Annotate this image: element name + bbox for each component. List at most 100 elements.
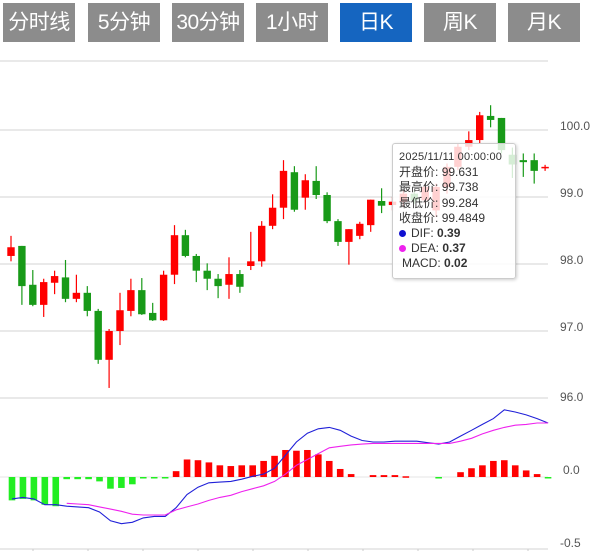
candle-body — [50, 276, 59, 283]
macd-bar — [107, 477, 114, 489]
candle — [40, 278, 48, 317]
tab-5min[interactable]: 5分钟 — [88, 3, 160, 42]
candle-body — [258, 225, 266, 262]
candle — [279, 160, 288, 220]
candle-body — [290, 172, 299, 210]
tab-monthly-k[interactable]: 月K — [508, 3, 580, 42]
macd-bar — [129, 477, 136, 485]
candle — [356, 221, 364, 240]
macd-bar — [41, 477, 49, 505]
price-axis-labels: 100.0 99.0 98.0 97.0 96.0 0.0 -0.5 — [560, 119, 590, 550]
candle — [377, 188, 386, 214]
macd-bar — [336, 468, 344, 477]
macd-bar — [63, 477, 70, 480]
macd-bar — [347, 474, 355, 477]
candle — [94, 308, 102, 364]
candle-body — [61, 277, 70, 299]
tab-daily-k[interactable]: 日K — [340, 3, 412, 42]
tooltip-dif: DIF: 0.39 — [399, 226, 515, 241]
macd-bar — [183, 459, 191, 477]
candle-body — [377, 201, 386, 206]
candle — [312, 166, 320, 200]
candle — [214, 274, 222, 299]
macd-tick: -0.5 — [560, 536, 581, 550]
macd-bar — [227, 466, 235, 477]
candle — [301, 174, 309, 210]
macd-bar — [249, 465, 256, 477]
candle-body — [225, 274, 233, 285]
price-tick: 99.0 — [560, 186, 584, 200]
candle — [203, 263, 211, 291]
candle — [334, 219, 342, 246]
candle-body — [116, 310, 124, 331]
candle-body — [519, 160, 527, 163]
macd-bar — [479, 465, 486, 477]
tab-weekly-k[interactable]: 周K — [424, 3, 496, 42]
candle-body — [323, 194, 331, 222]
candle — [323, 192, 331, 224]
dif-line — [11, 409, 549, 525]
macd-bar — [402, 476, 410, 478]
macd-bar — [238, 465, 246, 477]
candle-body — [279, 170, 288, 208]
tooltip-date: 2025/11/11 00:00:00 — [399, 151, 503, 163]
macd-bar — [260, 460, 267, 477]
candle — [18, 245, 26, 305]
candle-body — [138, 290, 146, 315]
macd-tick: 0.0 — [563, 463, 580, 477]
candle-body — [312, 180, 320, 195]
candle-body — [497, 117, 506, 151]
tooltip-open: 开盘价: 99.631 — [399, 165, 479, 180]
candle — [105, 328, 113, 388]
tooltip-close: 收盘价: 99.4849 — [399, 210, 486, 225]
macd-bar — [325, 460, 333, 477]
macd-bar — [96, 477, 103, 482]
tab-intraday[interactable]: 分时线 — [3, 3, 75, 42]
candle — [476, 111, 484, 144]
macd-bar — [522, 470, 530, 477]
macd-bar — [52, 477, 60, 507]
macd-bar — [150, 477, 158, 479]
macd-bar — [205, 462, 213, 477]
candle-body — [236, 274, 244, 287]
candle — [29, 270, 37, 307]
candle-body — [247, 261, 255, 267]
tooltip-low: 最低价: 99.284 — [399, 195, 479, 210]
candle — [61, 259, 70, 303]
candle-body — [367, 199, 375, 226]
tab-30min[interactable]: 30分钟 — [172, 3, 244, 42]
macd-bar — [271, 455, 278, 477]
macd-bar — [161, 477, 169, 479]
candle — [181, 229, 190, 258]
candle-body — [301, 180, 309, 198]
tooltip-dea: DEA: 0.37 — [399, 241, 515, 256]
macd-bar — [216, 465, 224, 477]
candle — [225, 257, 233, 299]
macd-bar — [30, 477, 38, 501]
macd-bar — [139, 477, 147, 479]
candle — [541, 164, 549, 171]
candle-body — [29, 284, 37, 305]
candle-body — [105, 331, 113, 360]
candle-body — [7, 247, 15, 256]
macd-bar — [172, 471, 180, 477]
tooltip-high: 最高价: 99.738 — [399, 180, 479, 195]
macd-bar — [282, 449, 289, 477]
tab-1hour[interactable]: 1小时 — [256, 3, 328, 42]
candle-body — [486, 115, 495, 120]
candle-body — [181, 235, 190, 256]
price-tick: 96.0 — [560, 390, 584, 404]
candle-body — [356, 223, 364, 236]
candle — [72, 274, 81, 303]
macd-bar — [435, 477, 442, 479]
macd-bar — [511, 465, 519, 477]
macd-bar — [74, 477, 81, 480]
candle — [50, 270, 59, 295]
macd-bar — [501, 460, 508, 477]
candle — [247, 231, 255, 271]
candle — [530, 153, 538, 184]
candle-body — [203, 270, 211, 279]
price-tick: 97.0 — [560, 320, 584, 334]
candle — [258, 221, 266, 267]
